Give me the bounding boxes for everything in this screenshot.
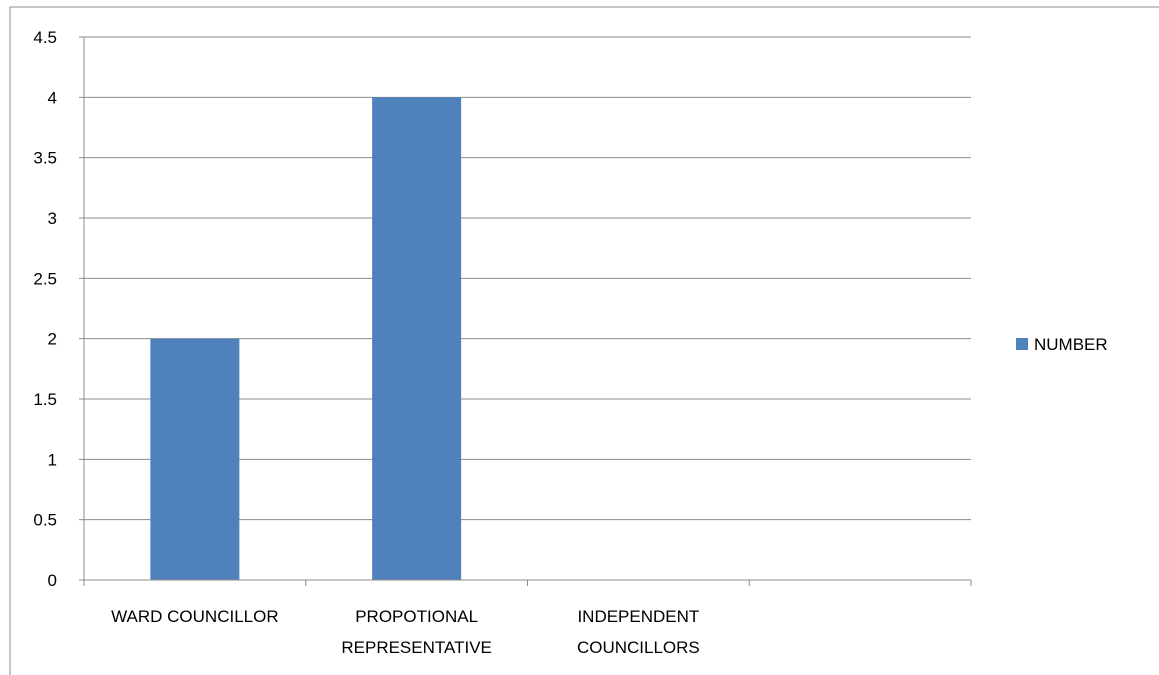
y-tick-label: 0 [48,571,57,590]
y-tick-label: 4.5 [33,28,57,47]
x-tick-labels: WARD COUNCILLOR PROPOTIONAL REPRESENTATIVE… [111,607,700,657]
y-tick-label: 2 [48,330,57,349]
y-tick-label: 3 [48,209,57,228]
x-tick-label: PROPOTIONAL [355,607,478,626]
bar [372,97,462,580]
y-tick-label: 3.5 [33,149,57,168]
axes [79,36,972,586]
bars [150,97,462,580]
y-tick-label: 0.5 [33,511,57,530]
x-tick-label: WARD COUNCILLOR [111,607,279,626]
y-tick-labels: 0 0.5 1 1.5 2 2.5 3 3.5 4 4.5 [33,28,57,590]
x-tick-label: REPRESENTATIVE [341,638,492,657]
y-tick-label: 1 [48,450,57,469]
bar [150,338,240,580]
legend-label: NUMBER [1034,335,1108,354]
y-tick-label: 2.5 [33,269,57,288]
legend: NUMBER [1016,335,1108,354]
y-tick-label: 1.5 [33,390,57,409]
y-tick-label: 4 [48,88,57,107]
x-tick-label: COUNCILLORS [577,638,700,657]
legend-swatch [1016,338,1028,350]
x-tick-label: INDEPENDENT [577,607,699,626]
